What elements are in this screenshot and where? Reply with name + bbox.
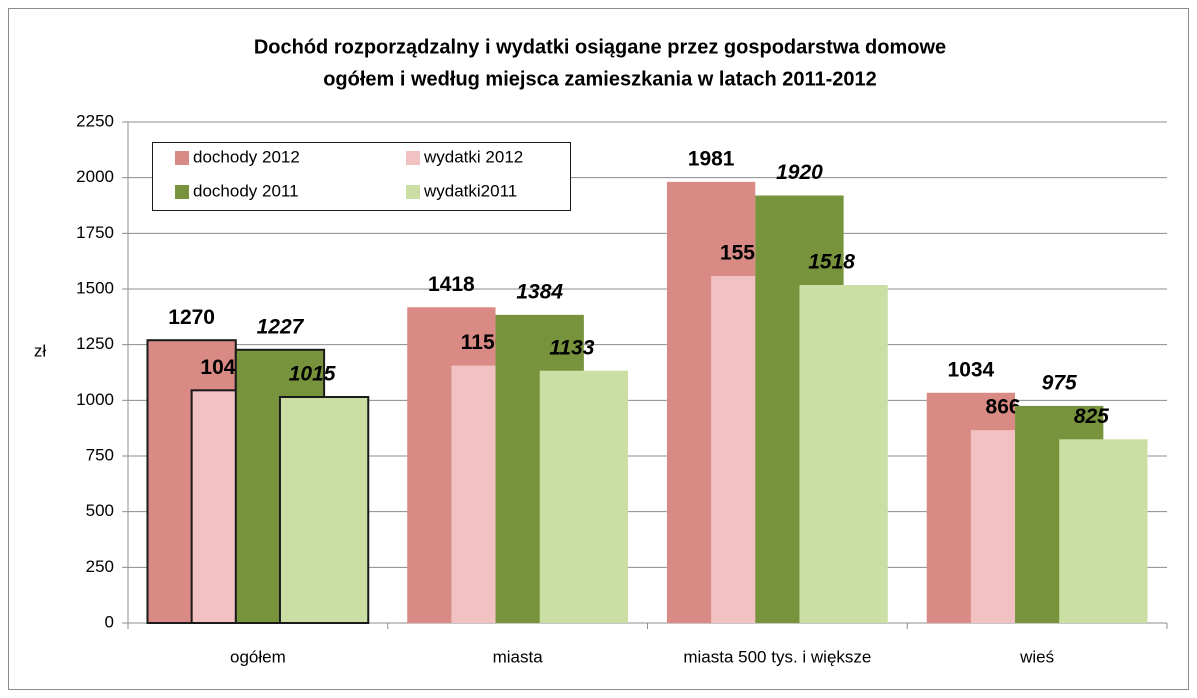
value-label: 1920 [776, 161, 823, 184]
bar [278, 395, 370, 625]
value-label: 1227 [257, 315, 305, 338]
value-label: 1270 [168, 306, 215, 329]
x-tick-label: wieś [1019, 647, 1054, 666]
y-tick-label: 1500 [76, 278, 114, 297]
value-label: 866 [986, 396, 1021, 419]
y-tick-label: 1250 [76, 334, 114, 353]
x-tick-label: ogółem [230, 647, 286, 666]
legend-label: dochody 2012 [193, 147, 300, 166]
legend-label: wydatki 2012 [423, 147, 523, 166]
bar [1059, 439, 1148, 623]
value-label: 1558 [720, 242, 767, 265]
y-tick-label: 1000 [76, 390, 114, 409]
value-label: 1034 [948, 358, 995, 381]
chart-title: Dochód rozporządzalny i wydatki osiągane… [254, 36, 946, 58]
y-tick-label: 500 [86, 501, 114, 520]
bar [799, 284, 888, 623]
legend-label: dochody 2011 [193, 181, 299, 200]
legend-swatch [175, 185, 189, 199]
value-label: 1015 [289, 363, 336, 386]
y-tick-label: 2250 [76, 111, 114, 130]
y-tick-label: 2000 [76, 167, 114, 186]
bar [539, 370, 629, 623]
legend-swatch [406, 151, 420, 165]
value-label: 1981 [688, 147, 735, 170]
legend-swatch [175, 151, 189, 165]
y-tick-label: 250 [86, 557, 114, 576]
y-tick-label: 1750 [76, 223, 114, 242]
x-tick-label: miasta 500 tys. i większe [683, 647, 871, 666]
value-label: 825 [1074, 405, 1109, 428]
x-tick-label: miasta [493, 647, 544, 666]
value-label: 1384 [516, 280, 563, 303]
y-tick-label: 750 [86, 445, 114, 464]
legend-swatch [406, 185, 420, 199]
value-label: 1518 [808, 251, 855, 274]
y-axis-label: zł [34, 341, 47, 360]
value-label: 1133 [549, 336, 594, 359]
y-tick-label: 0 [105, 612, 114, 631]
legend-label: wydatki2011 [423, 181, 517, 200]
legend-box [152, 142, 571, 211]
value-label: 1418 [428, 273, 475, 296]
chart-title: ogółem i według miejsca zamieszkania w l… [323, 68, 877, 90]
value-label: 975 [1042, 371, 1077, 394]
value-label: 1156 [461, 331, 507, 354]
